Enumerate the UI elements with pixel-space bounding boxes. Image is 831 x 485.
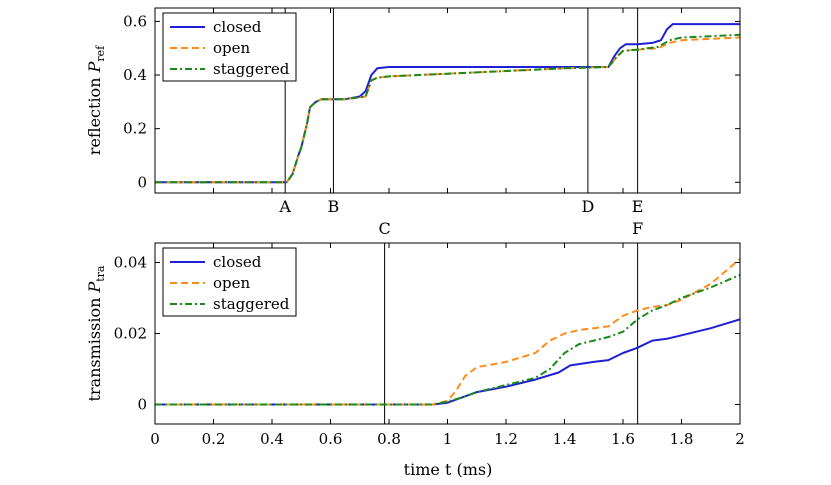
legend-label-staggered: staggered <box>213 60 290 78</box>
plot-frame <box>154 242 741 425</box>
x-tick-label: 1.8 <box>670 430 694 448</box>
series-line-staggered <box>155 33 740 184</box>
series-line-open <box>155 258 740 406</box>
x-axis-label: time t (ms) <box>404 460 493 479</box>
legend-label-staggered: staggered <box>213 295 290 313</box>
marker-label-d: D <box>581 197 594 216</box>
y-tick-label: 0.2 <box>123 120 147 138</box>
y-tick-label: 0.6 <box>123 12 147 30</box>
y-axis-label: reflection Pref <box>85 45 107 155</box>
x-tick-label: 0.8 <box>377 430 401 448</box>
plot-frame <box>154 7 741 194</box>
x-tick-label: 2 <box>735 430 745 448</box>
marker-label-c: C <box>378 219 390 238</box>
legend-label-closed: closed <box>213 253 262 271</box>
y-tick-label: 0.4 <box>123 66 147 84</box>
legend: closed open staggered <box>162 12 297 82</box>
y-tick-label: 0 <box>137 395 147 413</box>
x-tick-label: 1.6 <box>611 430 635 448</box>
legend-label-open: open <box>213 274 251 292</box>
marker-label-a: A <box>278 197 291 216</box>
marker-label-e: E <box>632 197 644 216</box>
y-tick-label: 0 <box>137 173 147 191</box>
marker-label-b: B <box>328 197 340 216</box>
transmission-panel: 0 0.02 0.04 0 0.2 0.4 0.6 0.8 1 1.2 1.4 1.6 1.8 2 C Fcl… <box>85 219 745 448</box>
x-tick-label: 0.6 <box>319 430 343 448</box>
y-tick-label: 0.02 <box>114 325 147 343</box>
x-tick-label: 0 <box>150 430 160 448</box>
legend-label-closed: closed <box>213 18 262 36</box>
x-tick-label: 1.4 <box>553 430 577 448</box>
series-line-closed <box>155 318 740 406</box>
x-tick-label: 1.2 <box>494 430 518 448</box>
x-tick-label: 0.2 <box>202 430 226 448</box>
legend: closed open staggered <box>162 247 297 317</box>
y-axis-label: transmission Ptra <box>85 265 107 401</box>
marker-label-f: F <box>632 219 643 238</box>
x-tick-label: 0.4 <box>260 430 284 448</box>
legend-label-open: open <box>213 39 251 57</box>
series-line-staggered <box>155 273 740 406</box>
y-tick-label: 0.04 <box>114 254 147 272</box>
x-tick-label: 1 <box>443 430 453 448</box>
